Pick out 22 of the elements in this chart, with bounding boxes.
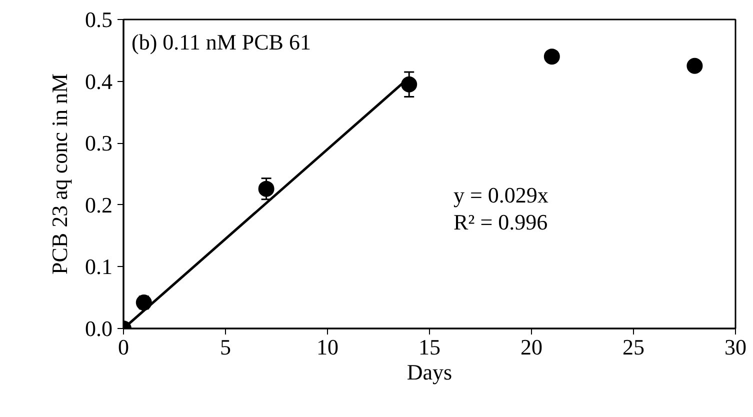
y-tick-label: 0.4 xyxy=(85,68,112,94)
annotation: R² = 0.996 xyxy=(454,210,548,234)
y-axis-title: PCB 23 aq conc in nM xyxy=(47,73,72,275)
y-tick-label: 0.2 xyxy=(85,192,112,218)
x-tick-label: 30 xyxy=(724,334,746,360)
point xyxy=(686,58,703,74)
annotation: (b) 0.11 nM PCB 61 xyxy=(132,30,311,54)
annotation: y = 0.029x xyxy=(454,182,548,208)
y-tick-label: 0.0 xyxy=(85,316,112,341)
point xyxy=(136,294,152,311)
y-tick-label: 0.1 xyxy=(85,254,112,280)
y-tick-label: 0.3 xyxy=(85,130,112,156)
point xyxy=(258,180,274,197)
x-tick-label: 20 xyxy=(520,334,542,360)
y-tick-label: 0.5 xyxy=(85,7,112,32)
x-tick-label: 5 xyxy=(220,334,231,360)
x-tick-label: 0 xyxy=(118,334,129,360)
point xyxy=(544,48,560,65)
x-axis-title: Days xyxy=(406,360,452,384)
x-tick-label: 15 xyxy=(418,334,440,360)
x-tick-label: 25 xyxy=(622,334,644,360)
x-tick-label: 10 xyxy=(316,334,338,360)
